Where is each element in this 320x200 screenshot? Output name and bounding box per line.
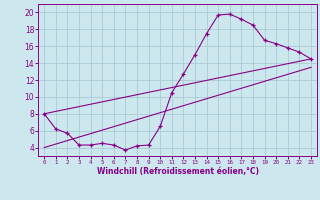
X-axis label: Windchill (Refroidissement éolien,°C): Windchill (Refroidissement éolien,°C) [97,167,259,176]
